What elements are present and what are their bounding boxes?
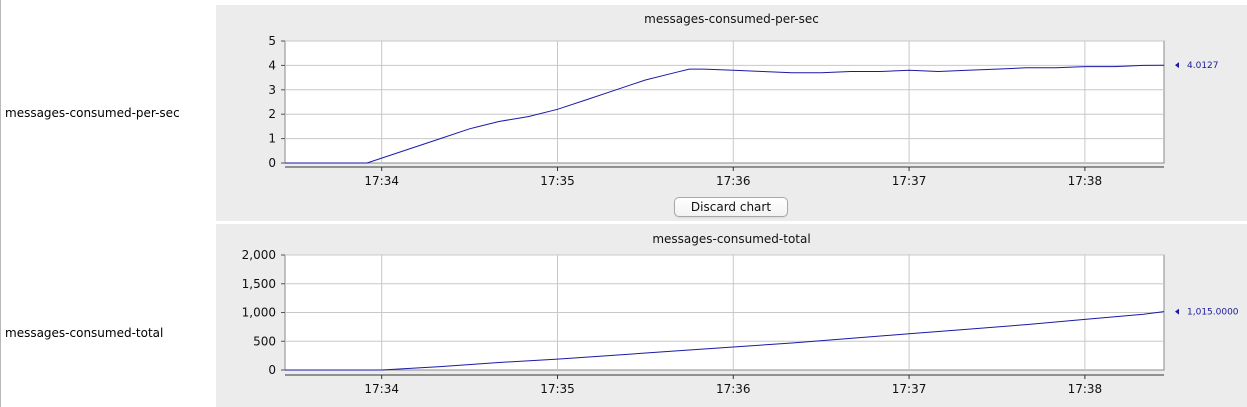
y-tick-label: 0 — [268, 156, 276, 170]
y-tick-label: 1,500 — [242, 277, 276, 291]
x-tick-label: 17:38 — [1068, 382, 1103, 396]
x-tick-label: 17:35 — [540, 174, 575, 188]
current-value-label: 4.0127 — [1187, 61, 1219, 71]
series-line — [285, 311, 1165, 371]
x-tick-label: 17:37 — [892, 382, 927, 396]
plot-area — [284, 40, 1165, 164]
x-tick-label: 17:36 — [716, 382, 751, 396]
current-value-marker — [1175, 62, 1179, 69]
y-tick-label: 1,000 — [242, 306, 276, 320]
discard-chart-button[interactable]: Discard chart — [674, 197, 788, 217]
x-tick-label: 17:37 — [892, 174, 927, 188]
y-tick-label: 5 — [268, 34, 276, 48]
current-value-marker — [1175, 308, 1179, 315]
y-tick-label: 2,000 — [242, 248, 276, 262]
y-tick-label: 0 — [268, 363, 276, 377]
y-tick-label: 2 — [268, 107, 276, 121]
y-tick-label: 500 — [253, 334, 276, 348]
x-tick-label: 17:35 — [540, 382, 575, 396]
attr-label-total: messages-consumed-total — [5, 326, 164, 340]
chart-svg-total: 0 500 1,000 1,500 2,000 17:34 17:35 17:36 17:37 1… — [242, 248, 1239, 396]
chart-title: messages-consumed-per-sec — [644, 12, 819, 26]
y-tick-label: 1 — [268, 132, 276, 146]
chart-panel-per-sec: messages-consumed-per-sec 0 1 2 3 4 5 17:34 17:… — [216, 5, 1247, 221]
x-tick-label: 17:34 — [364, 174, 399, 188]
y-tick-label: 3 — [268, 83, 276, 97]
chart-svg-per-sec: 0 1 2 3 4 5 17:34 17:35 17:36 17:37 17:38 4.0127 — [268, 34, 1219, 188]
series-line — [285, 64, 1165, 164]
chart-panel-total: messages-consumed-total 0 500 1,000 1,500 2,… — [216, 224, 1247, 407]
y-tick-label: 4 — [268, 58, 276, 72]
x-tick-label: 17:36 — [716, 174, 751, 188]
left-border — [0, 0, 1, 407]
x-tick-label: 17:38 — [1068, 174, 1103, 188]
attr-label-per-sec: messages-consumed-per-sec — [5, 106, 180, 120]
x-tick-label: 17:34 — [364, 382, 399, 396]
current-value-label: 1,015.0000 — [1187, 308, 1239, 318]
chart-title: messages-consumed-total — [652, 232, 811, 246]
